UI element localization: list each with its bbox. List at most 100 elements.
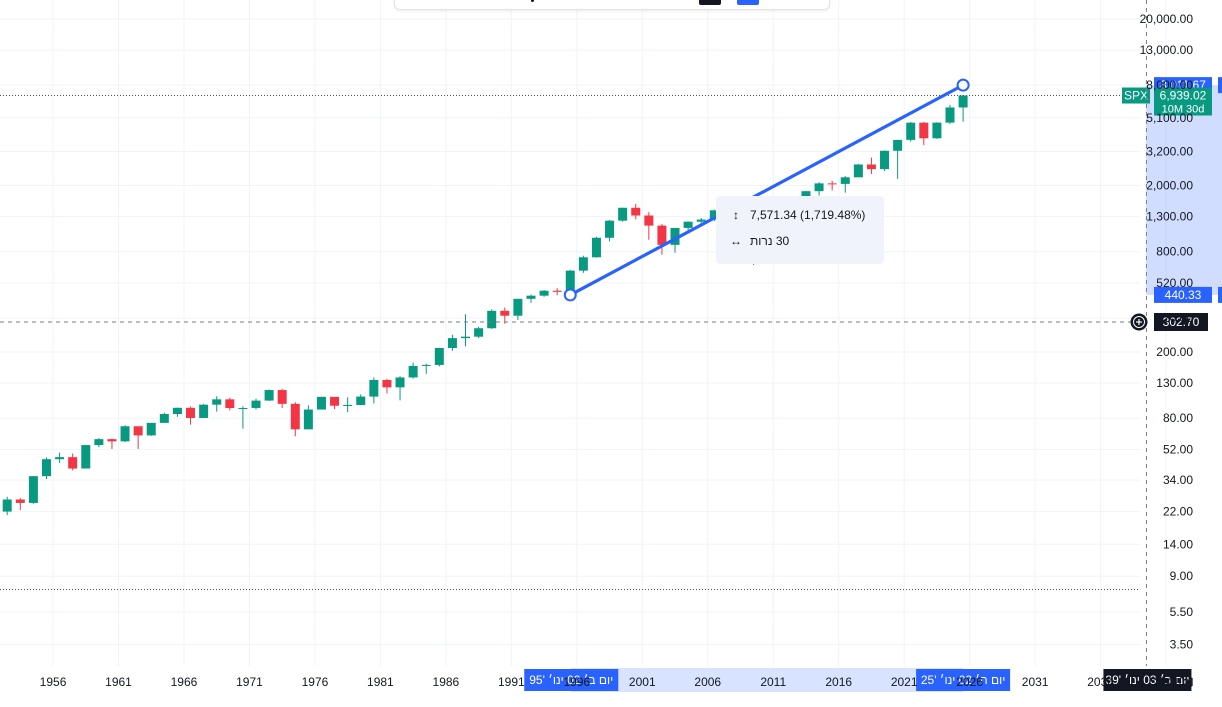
candle[interactable] [526, 294, 536, 303]
candle[interactable] [81, 445, 91, 469]
measure-start-handle[interactable] [563, 288, 577, 302]
candle[interactable] [225, 397, 235, 411]
toolbar-color-swatch-black[interactable] [699, 0, 721, 5]
candle-body [500, 310, 510, 316]
candle[interactable] [2, 496, 12, 515]
candle[interactable] [605, 219, 615, 242]
y-tick-label: 800.00 [1156, 245, 1193, 259]
candle[interactable] [382, 378, 392, 394]
measure-bars-text: 30 נרות [750, 234, 790, 248]
candle[interactable] [591, 236, 601, 258]
candle[interactable] [434, 347, 444, 367]
last-price-label: 6,939.02 [1160, 89, 1207, 103]
candle[interactable] [840, 176, 850, 193]
candle[interactable] [500, 307, 510, 324]
candle-body [605, 220, 615, 238]
candle[interactable] [539, 290, 549, 297]
candle[interactable] [461, 314, 471, 347]
candle[interactable] [683, 221, 693, 232]
candle[interactable] [919, 121, 929, 146]
candle[interactable] [316, 396, 326, 410]
y-tick-label: 200.00 [1156, 345, 1193, 359]
candle[interactable] [408, 362, 418, 379]
candle[interactable] [447, 334, 457, 351]
measure-trend-line[interactable] [569, 83, 964, 297]
candle[interactable] [251, 398, 261, 410]
y-tick-label: 2,000.00 [1146, 178, 1193, 192]
candle-body [932, 122, 942, 139]
measure-end-handle[interactable] [956, 78, 970, 92]
candle[interactable] [932, 122, 942, 139]
floating-toolbar[interactable] [394, 0, 830, 10]
candle[interactable] [15, 498, 25, 510]
crosshair-price-badge [1154, 313, 1208, 332]
candle[interactable] [277, 388, 287, 408]
candle[interactable] [186, 406, 196, 425]
candle[interactable] [356, 394, 366, 405]
candle[interactable] [212, 396, 222, 412]
toolbar-color-swatch-blue[interactable] [737, 0, 759, 5]
symbol-ticker-label: SPX [1124, 89, 1148, 103]
candle[interactable] [107, 438, 117, 449]
candle[interactable] [827, 180, 837, 191]
candle[interactable] [474, 326, 484, 339]
y-tick-label: 13,000.00 [1140, 43, 1194, 57]
y-tick-label: 9.00 [1170, 569, 1194, 583]
candle[interactable] [68, 453, 78, 471]
candle-body [172, 407, 182, 415]
candle[interactable] [893, 139, 903, 179]
y-tick-label: 5.50 [1170, 605, 1194, 619]
candle[interactable] [487, 309, 497, 329]
candle[interactable] [120, 425, 130, 442]
candle-body [591, 237, 601, 258]
candle[interactable] [369, 377, 379, 404]
candle[interactable] [41, 457, 51, 480]
candle[interactable] [945, 104, 955, 124]
candle[interactable] [578, 255, 588, 273]
candle[interactable] [199, 403, 209, 418]
candle[interactable] [866, 157, 876, 174]
candle[interactable] [133, 426, 143, 449]
candle-body [159, 414, 169, 423]
candle[interactable] [618, 207, 628, 222]
candle[interactable] [958, 94, 968, 122]
candle[interactable] [330, 396, 340, 410]
candle[interactable] [814, 182, 824, 196]
candle[interactable] [906, 122, 916, 142]
chart-settings-button[interactable] [1177, 673, 1195, 691]
candle[interactable] [657, 224, 667, 255]
candle[interactable] [55, 452, 65, 463]
measure-end-price-marker [1218, 77, 1222, 94]
candle[interactable] [159, 412, 169, 423]
candle[interactable] [631, 203, 641, 220]
candle[interactable] [513, 298, 523, 320]
y-tick-label: 20,000.00 [1140, 12, 1194, 26]
candle[interactable] [290, 402, 300, 437]
candle[interactable] [552, 288, 562, 296]
candle[interactable] [146, 422, 156, 436]
candle-body [120, 426, 130, 442]
candle-body [827, 183, 837, 185]
candle[interactable] [343, 397, 353, 413]
candle-body [670, 227, 680, 245]
candle[interactable] [28, 475, 38, 504]
candle[interactable] [644, 212, 654, 240]
candle[interactable] [853, 163, 863, 178]
candle[interactable] [264, 389, 274, 401]
candle[interactable] [238, 406, 248, 429]
candle[interactable] [303, 405, 313, 430]
candle[interactable] [395, 376, 405, 401]
x-tick-label: 2001 [629, 675, 656, 689]
candle[interactable] [880, 150, 890, 171]
x-tick-label: 2026 [956, 675, 983, 689]
candle[interactable] [565, 269, 575, 292]
candle[interactable] [94, 438, 104, 448]
candle[interactable] [172, 407, 182, 417]
y-tick-label: 3.50 [1170, 638, 1194, 652]
candle-body [41, 459, 51, 477]
x-tick-label: 1956 [40, 675, 67, 689]
candle[interactable] [421, 363, 431, 374]
x-tick-label: 2036 [1087, 675, 1114, 689]
